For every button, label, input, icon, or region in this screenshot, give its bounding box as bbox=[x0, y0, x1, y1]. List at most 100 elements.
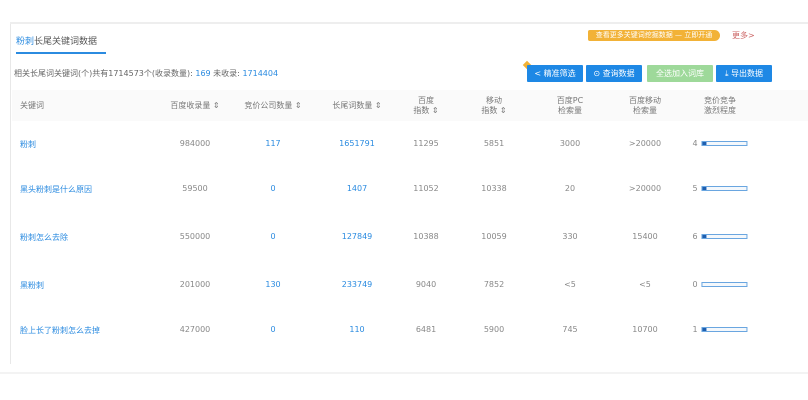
cell-longtail-text: 1651791 bbox=[339, 139, 375, 148]
cell-longtail[interactable]: 1651791 bbox=[339, 139, 375, 148]
cell-included-text: 201000 bbox=[179, 280, 211, 289]
column-header-compete[interactable]: 竞价竞争 激烈程度 bbox=[704, 96, 736, 115]
cell-keyword[interactable]: 脸上长了粉刺怎么去掉 bbox=[20, 325, 110, 336]
cell-compete-text: 1 bbox=[692, 325, 698, 334]
cell-bid[interactable]: 0 bbox=[270, 325, 275, 334]
column-header-bid[interactable]: 竞价公司数量 ⇕ bbox=[244, 101, 302, 110]
included-count[interactable]: 169 bbox=[195, 69, 211, 78]
cell-compete: 1 bbox=[692, 325, 748, 334]
cell-index-text: 11052 bbox=[413, 184, 439, 193]
competition-bar bbox=[701, 141, 748, 146]
summary-prefix: 相关长尾词关键词(个)共有1714573个(收录数量): bbox=[14, 69, 193, 78]
cell-keyword-text: 粉刺怎么去除 bbox=[20, 233, 68, 242]
cell-mobile: 5851 bbox=[484, 139, 504, 148]
excluded-count[interactable]: 1714404 bbox=[242, 69, 279, 78]
cell-mobile-text: 5851 bbox=[483, 139, 505, 148]
competition-bar bbox=[701, 234, 748, 239]
table-row: 脸上长了粉刺怎么去掉 427000 0 110 6481 5900 745 10700 1 bbox=[12, 307, 808, 353]
cell-bid-text: 130 bbox=[265, 280, 281, 289]
query-button[interactable]: ⊙ 查询数据 bbox=[586, 65, 642, 82]
cell-mobile: 5900 bbox=[484, 325, 504, 334]
cell-index-text: 9040 bbox=[415, 280, 437, 289]
table-row: 粉刺 984000 117 1651791 11295 5851 3000 >20000 4 bbox=[12, 121, 808, 167]
cell-mobile-text: 10059 bbox=[481, 232, 507, 241]
competition-bar bbox=[701, 186, 748, 191]
cell-pc: <5 bbox=[564, 280, 576, 289]
top-divider bbox=[10, 22, 808, 24]
column-header-index[interactable]: 百度 指数 ⇕ bbox=[413, 96, 439, 115]
cell-compete: 5 bbox=[692, 184, 748, 193]
title-keyword: 粉刺 bbox=[16, 37, 35, 47]
export-button[interactable]: ⤓ 导出数据 bbox=[716, 65, 772, 82]
column-header-pc[interactable]: 百度PC 检索量 bbox=[556, 96, 584, 115]
cell-compete-text: 6 bbox=[692, 232, 698, 241]
cell-mob_search: >20000 bbox=[629, 139, 661, 148]
column-header-keyword[interactable]: 关键词 bbox=[20, 101, 44, 110]
cell-pc: 20 bbox=[565, 184, 575, 193]
promo-banner[interactable]: 查看更多关键词挖掘数据 — 立即开通 bbox=[588, 30, 720, 41]
cell-bid[interactable]: 0 bbox=[270, 232, 275, 241]
cell-compete: 4 bbox=[692, 139, 748, 148]
add-to-library-button[interactable]: 全选加入词库 bbox=[647, 65, 713, 82]
column-header-mobile[interactable]: 移动 指数 ⇕ bbox=[481, 96, 507, 115]
cell-longtail[interactable]: 127849 bbox=[342, 232, 373, 241]
cell-bid-text: 0 bbox=[270, 184, 276, 193]
cell-included-text: 984000 bbox=[179, 139, 211, 148]
cell-mobile: 7852 bbox=[484, 280, 504, 289]
filter-button[interactable]: < 精准筛选 bbox=[527, 65, 583, 82]
cell-included: 427000 bbox=[180, 325, 211, 334]
summary-mid: 未收录: bbox=[210, 69, 240, 78]
cell-pc-text: 745 bbox=[562, 325, 578, 334]
cell-mob_search: >20000 bbox=[629, 184, 661, 193]
summary-text: 相关长尾词关键词(个)共有1714573个(收录数量): 169 未收录: 17… bbox=[14, 68, 278, 79]
bottom-divider bbox=[0, 372, 808, 374]
cell-included: 59500 bbox=[182, 184, 207, 193]
column-header-mob_search[interactable]: 百度移动 检索量 bbox=[629, 96, 661, 115]
cell-mobile: 10338 bbox=[481, 184, 506, 193]
cell-bid[interactable]: 130 bbox=[265, 280, 280, 289]
cell-included: 984000 bbox=[180, 139, 211, 148]
cell-keyword[interactable]: 黑粉刺 bbox=[20, 280, 110, 291]
cell-index-text: 10388 bbox=[413, 232, 439, 241]
cell-keyword-text: 黑头粉刺是什么原因 bbox=[20, 185, 92, 194]
cell-mobile: 10059 bbox=[481, 232, 506, 241]
cell-mob_search-text: 10700 bbox=[632, 325, 658, 334]
cell-keyword-text: 黑粉刺 bbox=[20, 281, 44, 290]
cell-included-text: 550000 bbox=[179, 232, 211, 241]
cell-index: 11295 bbox=[413, 139, 438, 148]
active-tab-underline bbox=[16, 52, 106, 54]
cell-keyword[interactable]: 粉刺怎么去除 bbox=[20, 232, 110, 243]
column-header-included[interactable]: 百度收录量 ⇕ bbox=[170, 101, 220, 110]
cell-longtail-text: 233749 bbox=[341, 280, 373, 289]
cell-pc: 330 bbox=[562, 232, 577, 241]
cell-compete-text: 4 bbox=[692, 139, 698, 148]
cell-index-text: 6481 bbox=[415, 325, 437, 334]
cell-mob_search-text: 15400 bbox=[632, 232, 658, 241]
cell-included-text: 427000 bbox=[179, 325, 211, 334]
cell-longtail[interactable]: 233749 bbox=[342, 280, 373, 289]
cell-longtail[interactable]: 1407 bbox=[347, 184, 367, 193]
cell-bid-text: 0 bbox=[270, 232, 276, 241]
cell-index: 11052 bbox=[413, 184, 438, 193]
column-header-longtail[interactable]: 长尾词数量 ⇕ bbox=[332, 101, 382, 110]
panel-title[interactable]: 粉刺长尾关键词数据 bbox=[16, 34, 97, 47]
cell-index-text: 11295 bbox=[413, 139, 439, 148]
cell-compete-text: 5 bbox=[692, 184, 698, 193]
cell-keyword[interactable]: 黑头粉刺是什么原因 bbox=[20, 184, 110, 195]
cell-mob_search: <5 bbox=[639, 280, 651, 289]
cell-compete-text: 0 bbox=[692, 280, 698, 289]
cell-mob_search: 10700 bbox=[632, 325, 657, 334]
cell-index: 9040 bbox=[416, 280, 436, 289]
more-link[interactable]: 更多> bbox=[732, 31, 755, 40]
cell-included: 201000 bbox=[180, 280, 211, 289]
cell-bid-text: 117 bbox=[265, 139, 281, 148]
cell-keyword[interactable]: 粉刺 bbox=[20, 139, 110, 150]
cell-mob_search-text: <5 bbox=[639, 280, 651, 289]
cell-included: 550000 bbox=[180, 232, 211, 241]
cell-bid[interactable]: 117 bbox=[265, 139, 280, 148]
table-header: 关键词 百度收录量 ⇕ 竞价公司数量 ⇕ 长尾词数量 ⇕ 百度 指数 ⇕ 移动 指数 ⇕ 百… bbox=[12, 90, 808, 122]
cell-longtail[interactable]: 110 bbox=[349, 325, 364, 334]
cell-keyword-text: 粉刺 bbox=[20, 140, 36, 149]
cell-bid[interactable]: 0 bbox=[270, 184, 275, 193]
cell-pc-text: <5 bbox=[564, 280, 576, 289]
